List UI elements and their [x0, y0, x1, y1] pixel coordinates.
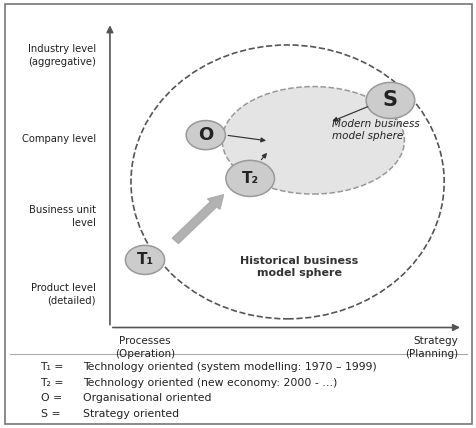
Ellipse shape [366, 83, 414, 119]
Text: Product level
(detailed): Product level (detailed) [31, 283, 96, 306]
Text: T₂ =: T₂ = [40, 378, 64, 388]
Text: O =: O = [40, 393, 62, 403]
Text: Processes
(Operation): Processes (Operation) [115, 336, 175, 359]
Ellipse shape [222, 86, 404, 194]
Text: Modern business
model sphere: Modern business model sphere [331, 119, 419, 141]
Text: T₂: T₂ [241, 171, 258, 186]
Text: Company level: Company level [22, 134, 96, 143]
Ellipse shape [125, 245, 164, 274]
FancyArrow shape [172, 195, 223, 244]
Ellipse shape [186, 121, 225, 150]
Text: Business unit
level: Business unit level [29, 205, 96, 228]
Text: S =: S = [40, 409, 60, 419]
Text: Strategy
(Planning): Strategy (Planning) [404, 336, 457, 359]
Text: Technology oriented (system modelling: 1970 – 1999): Technology oriented (system modelling: 1… [83, 362, 377, 372]
Text: Strategy oriented: Strategy oriented [83, 409, 179, 419]
Text: Technology oriented (new economy: 2000 - …): Technology oriented (new economy: 2000 -… [83, 378, 337, 388]
Text: Organisational oriented: Organisational oriented [83, 393, 211, 403]
Text: S: S [382, 90, 397, 110]
Ellipse shape [226, 160, 274, 196]
Text: T₁ =: T₁ = [40, 362, 64, 372]
Text: Historical business
model sphere: Historical business model sphere [239, 256, 357, 278]
Text: T₁: T₁ [136, 253, 153, 268]
Text: Industry level
(aggregative): Industry level (aggregative) [28, 44, 96, 67]
Text: O: O [198, 126, 213, 144]
